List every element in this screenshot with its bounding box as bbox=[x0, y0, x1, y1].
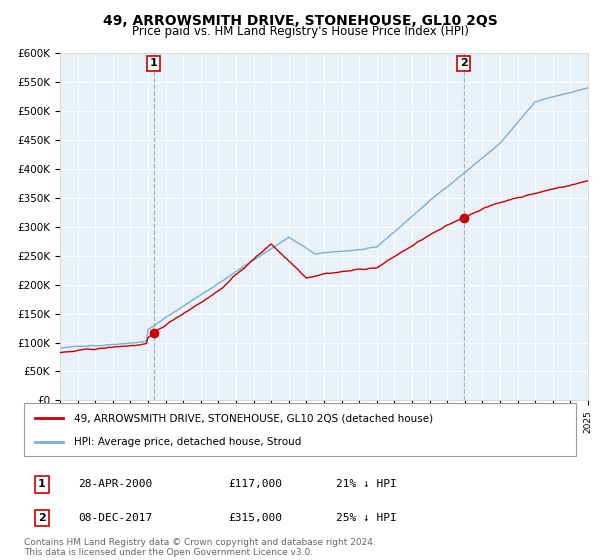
Text: 49, ARROWSMITH DRIVE, STONEHOUSE, GL10 2QS (detached house): 49, ARROWSMITH DRIVE, STONEHOUSE, GL10 2… bbox=[74, 413, 433, 423]
Text: £315,000: £315,000 bbox=[228, 513, 282, 523]
Text: 28-APR-2000: 28-APR-2000 bbox=[78, 479, 152, 489]
Text: 1: 1 bbox=[150, 58, 158, 68]
Text: Price paid vs. HM Land Registry's House Price Index (HPI): Price paid vs. HM Land Registry's House … bbox=[131, 25, 469, 38]
Text: £117,000: £117,000 bbox=[228, 479, 282, 489]
Text: Contains HM Land Registry data © Crown copyright and database right 2024.
This d: Contains HM Land Registry data © Crown c… bbox=[24, 538, 376, 557]
Text: 2: 2 bbox=[460, 58, 467, 68]
Text: HPI: Average price, detached house, Stroud: HPI: Average price, detached house, Stro… bbox=[74, 436, 301, 446]
Text: 1: 1 bbox=[38, 479, 46, 489]
Text: 49, ARROWSMITH DRIVE, STONEHOUSE, GL10 2QS: 49, ARROWSMITH DRIVE, STONEHOUSE, GL10 2… bbox=[103, 14, 497, 28]
FancyBboxPatch shape bbox=[24, 403, 576, 456]
Text: 21% ↓ HPI: 21% ↓ HPI bbox=[336, 479, 397, 489]
Text: 2: 2 bbox=[38, 513, 46, 523]
Text: 25% ↓ HPI: 25% ↓ HPI bbox=[336, 513, 397, 523]
Text: 08-DEC-2017: 08-DEC-2017 bbox=[78, 513, 152, 523]
